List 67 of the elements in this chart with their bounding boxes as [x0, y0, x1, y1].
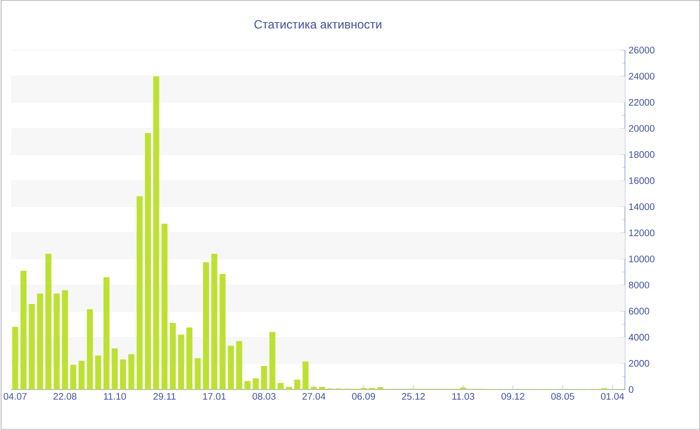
bar [228, 346, 234, 390]
x-tick-label: 01.04 [600, 393, 624, 400]
x-tick-label: 27.04 [302, 393, 326, 400]
bar [62, 290, 68, 390]
bar [302, 362, 309, 390]
x-tick-label: 25.12 [402, 393, 425, 400]
bar [278, 383, 284, 390]
bar [261, 366, 268, 390]
y-tick-label: 16000 [629, 177, 654, 184]
bar [78, 360, 85, 390]
bar [45, 254, 52, 390]
bar [153, 76, 160, 390]
bar [162, 224, 168, 390]
x-tick-label: 17.01 [203, 393, 226, 400]
bar [12, 327, 18, 390]
bar [244, 381, 250, 390]
bar [203, 262, 209, 390]
bar [220, 274, 226, 390]
y-tick-label: 12000 [629, 230, 654, 236]
bar [194, 358, 201, 390]
bar [28, 304, 35, 390]
y-tick-label: 10000 [629, 256, 654, 262]
bar [286, 387, 292, 390]
bar [37, 294, 44, 390]
bar [211, 254, 218, 390]
bar [377, 387, 384, 390]
x-tick-label: 08.03 [252, 393, 276, 400]
y-tick-label: 24000 [628, 73, 654, 80]
bar [103, 277, 110, 390]
bar [54, 294, 60, 390]
bar [70, 364, 76, 390]
x-tick-label: 04.07 [4, 393, 27, 400]
y-tick-label: 20000 [628, 125, 654, 132]
bar [252, 378, 259, 390]
y-tick-label: 6000 [628, 308, 650, 315]
bar [170, 323, 176, 390]
x-tick-label: 22.08 [54, 393, 76, 400]
x-tick-label: 11.10 [104, 393, 126, 400]
y-tick-label: 8000 [628, 282, 650, 289]
y-tick-label: 22000 [628, 99, 654, 106]
bar [186, 328, 192, 390]
y-tick-label: 26000 [628, 46, 654, 54]
bar [128, 354, 134, 390]
x-tick-label: 09.12 [501, 393, 524, 400]
bar [178, 334, 184, 390]
y-tick-label: 18000 [629, 151, 654, 158]
y-tick-label: 14000 [629, 204, 654, 210]
bar [144, 133, 151, 390]
x-tick-label: 29.11 [153, 393, 176, 400]
bar [120, 360, 126, 390]
chart-title: Статистика активности [254, 20, 382, 29]
x-tick-label: 11.03 [452, 393, 474, 400]
x-tick-label: 08.05 [551, 393, 574, 400]
y-tick-label: 0 [628, 386, 634, 394]
bar [236, 341, 242, 390]
bar [136, 196, 143, 390]
bar [112, 348, 118, 390]
y-tick-label: 4000 [628, 334, 650, 341]
bar [20, 270, 26, 390]
bar [269, 332, 276, 390]
bar [310, 387, 317, 390]
bar [319, 387, 326, 390]
x-tick-label: 06.09 [352, 393, 376, 400]
bar [86, 309, 93, 390]
y-tick-label: 2000 [628, 360, 650, 367]
bar [294, 380, 300, 390]
bar [95, 356, 102, 390]
